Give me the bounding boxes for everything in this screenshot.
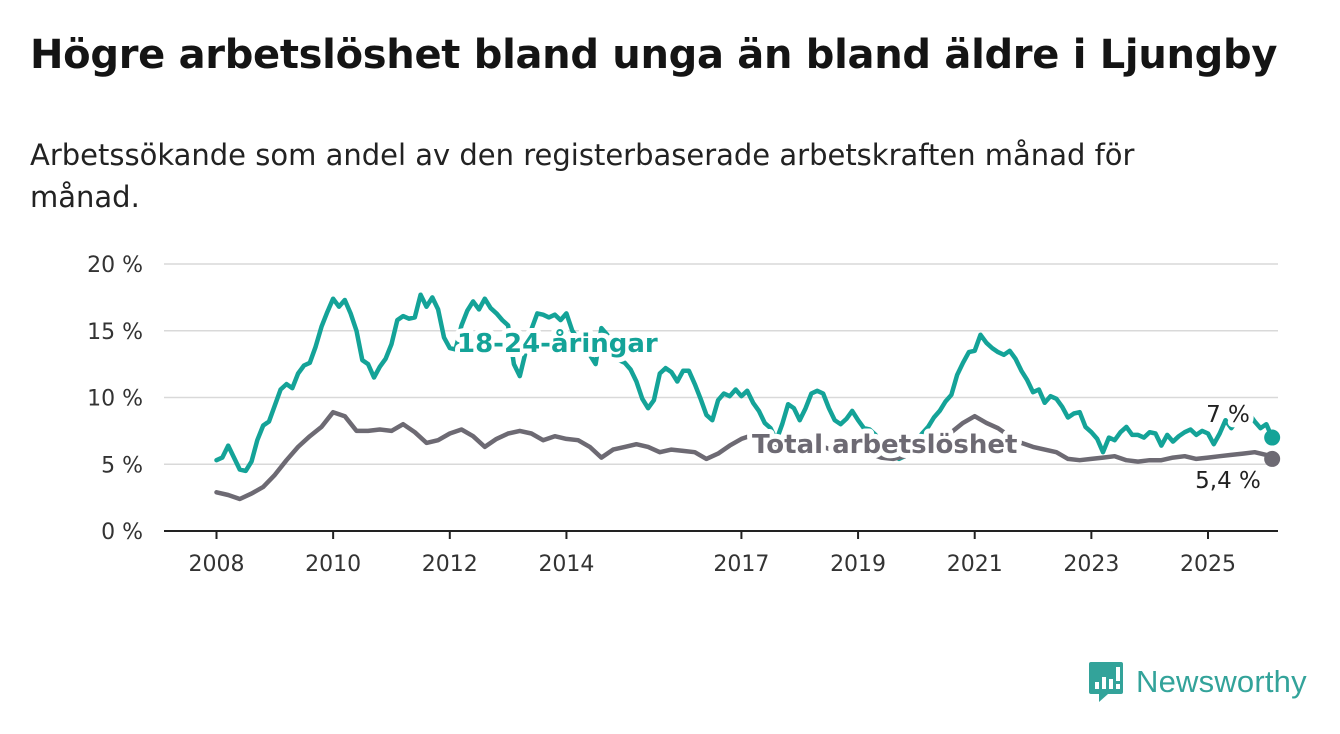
series-label-youth: 18-24-åringar [457, 327, 658, 359]
y-tick-label: 10 % [87, 387, 143, 412]
x-tick-label: 2014 [538, 552, 594, 577]
end-value-label-youth: 7 % [1206, 402, 1250, 428]
y-tick-label: 5 % [101, 453, 143, 478]
series-end-point-youth [1264, 429, 1281, 446]
x-tick-label: 2010 [305, 552, 361, 577]
series-label-total: Total arbetslöshet [752, 430, 1017, 460]
series-label-youth-halo: 18-24-åringar [457, 327, 658, 359]
y-tick-label: 20 % [87, 253, 143, 278]
y-tick-labels: 0 % 5 % 10 % 15 % 20 % [87, 253, 143, 545]
brand-name: Newsworthy [1136, 664, 1307, 699]
series-label-total-halo: Total arbetslöshet [752, 430, 1017, 460]
newsworthy-logo-icon [1089, 662, 1123, 702]
x-tick-label: 2019 [830, 552, 886, 577]
chart-subtitle: Arbetssökande som andel av den registerb… [30, 138, 1135, 214]
chart-title: Högre arbetslöshet bland unga än bland ä… [30, 32, 1278, 78]
line-chart: 0 %5 %10 %15 %20 % 2008 2010 2012 2014 2017 2… [87, 253, 1281, 577]
x-tick-label: 2012 [422, 552, 478, 577]
y-tick-label: 0 % [101, 520, 143, 545]
series-line-youth [214, 292, 1275, 474]
x-tick-label: 2023 [1063, 552, 1119, 577]
series-line-total [214, 409, 1275, 502]
end-value-label-youth-halo: 7 % [1206, 402, 1250, 428]
series-end-point-total [1264, 450, 1281, 467]
x-tick-label: 2008 [188, 552, 244, 577]
x-tick-label: 2021 [947, 552, 1003, 577]
series-lines [214, 292, 1281, 502]
x-tick-labels: 2008 2010 2012 2014 2017 2019 2021 2023 2025 [188, 531, 1236, 577]
end-value-label-total: 5,4 % [1195, 468, 1261, 494]
x-tick-label: 2017 [713, 552, 769, 577]
x-tick-label: 2025 [1180, 552, 1236, 577]
newsworthy-brand: Newsworthy [1088, 660, 1307, 704]
end-value-label-total-halo: 5,4 % [1195, 468, 1261, 494]
y-tick-label: 15 % [87, 320, 143, 345]
